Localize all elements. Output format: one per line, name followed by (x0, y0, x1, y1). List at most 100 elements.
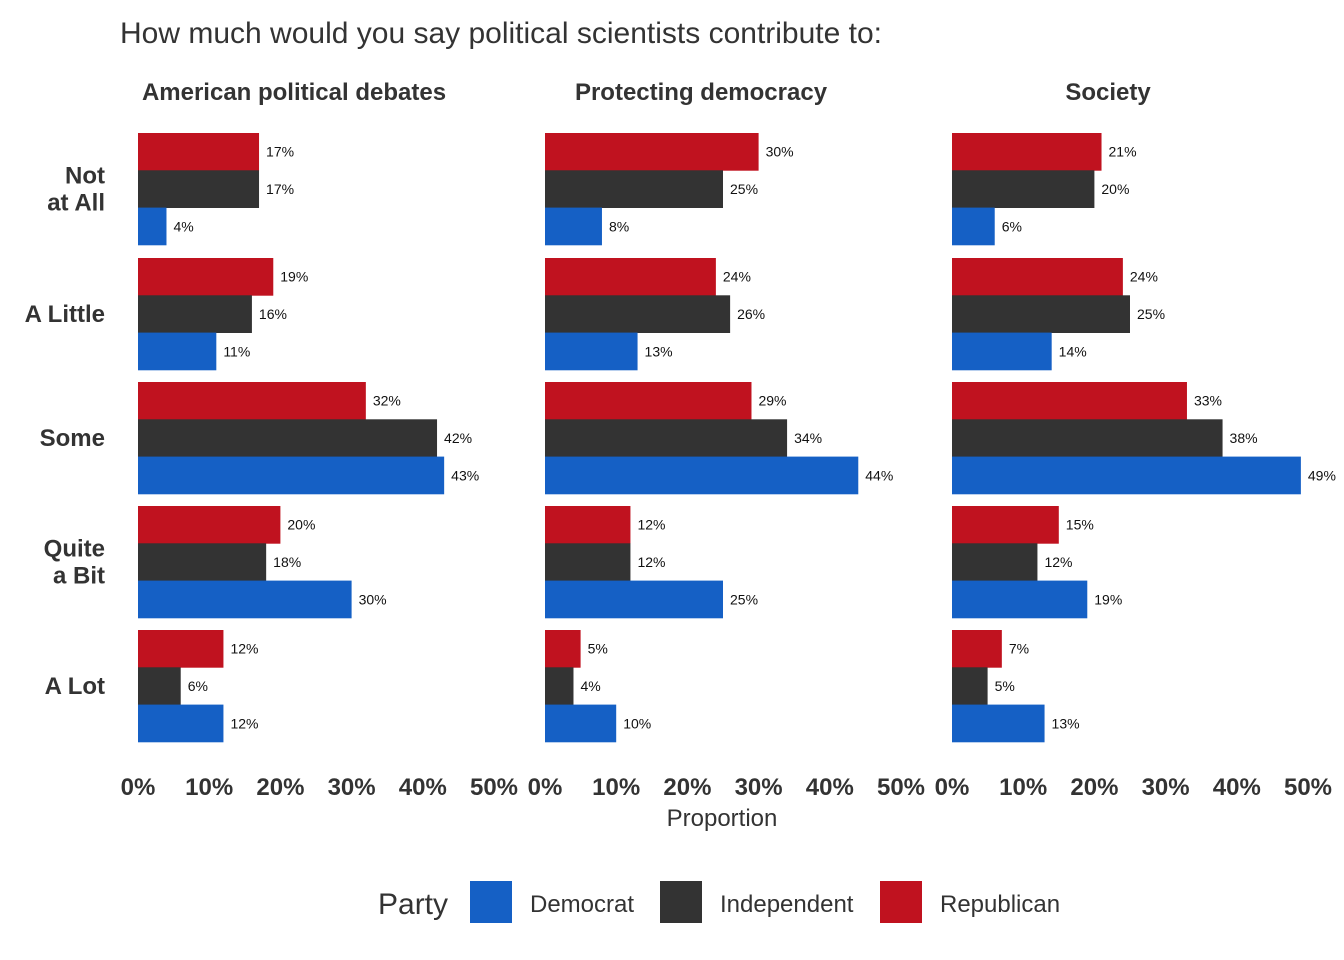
bar-american-political-debates-some-republican (138, 382, 366, 420)
data-label-protecting-democracy-a-lot-republican: 5% (588, 641, 608, 657)
bar-american-political-debates-a-lot-independent (138, 667, 181, 705)
panel-protecting-democracy: Protecting democracy 30% 25% 8% 24% 26% 13% 29%… (528, 79, 925, 801)
bar-society-a-lot-democrat (952, 704, 1045, 743)
x-tick-society-40: 40% (1213, 774, 1261, 801)
legend-key-republican (880, 881, 922, 923)
data-label-society-a-lot-independent: 5% (995, 678, 1015, 694)
bar-society-not-at-all-independent (952, 170, 1095, 208)
data-label-protecting-democracy-a-little-independent: 26% (737, 306, 765, 322)
bar-society-a-little-independent (952, 295, 1130, 333)
data-label-protecting-democracy-a-little-democrat: 13% (645, 343, 673, 359)
legend-key-independent (660, 881, 702, 923)
category-label-a-little: A Little (25, 301, 105, 328)
bar-american-political-debates-some-independent (138, 419, 438, 457)
bar-society-quite-a-bit-independent (952, 543, 1038, 581)
data-label-protecting-democracy-quite-a-bit-independent: 12% (637, 554, 665, 570)
data-label-protecting-democracy-not-at-all-independent: 25% (730, 181, 758, 197)
data-label-american-political-debates-a-little-democrat: 11% (223, 343, 250, 359)
category-label-not-at-all-line-1: Not (65, 162, 105, 189)
data-label-american-political-debates-a-lot-republican: 12% (230, 641, 258, 657)
x-tick-american-political-debates-10: 10% (185, 774, 233, 801)
data-label-protecting-democracy-a-lot-independent: 4% (580, 678, 600, 694)
data-label-protecting-democracy-some-independent: 34% (794, 430, 822, 446)
x-tick-american-political-debates-0: 0% (121, 774, 156, 801)
data-label-protecting-democracy-quite-a-bit-republican: 12% (637, 517, 665, 533)
x-tick-american-political-debates-20: 20% (256, 774, 304, 801)
data-label-protecting-democracy-not-at-all-republican: 30% (766, 144, 794, 160)
legend-label-democrat: Democrat (530, 891, 634, 918)
bar-society-quite-a-bit-republican (952, 506, 1059, 544)
bar-american-political-debates-a-little-independent (138, 295, 252, 333)
bar-society-a-lot-independent (952, 667, 988, 705)
x-tick-protecting-democracy-30: 30% (735, 774, 783, 801)
bar-protecting-democracy-a-little-republican (545, 258, 716, 296)
x-tick-society-10: 10% (999, 774, 1047, 801)
x-tick-protecting-democracy-20: 20% (663, 774, 711, 801)
bar-american-political-debates-quite-a-bit-independent (138, 543, 267, 581)
bar-protecting-democracy-a-lot-republican (545, 630, 581, 668)
bar-protecting-democracy-some-independent (545, 419, 788, 457)
bar-american-political-debates-quite-a-bit-republican (138, 506, 281, 544)
bar-american-political-debates-not-at-all-democrat (138, 207, 167, 246)
data-label-american-political-debates-not-at-all-republican: 17% (266, 144, 294, 160)
bar-american-political-debates-a-little-democrat (138, 332, 217, 371)
x-tick-society-20: 20% (1070, 774, 1118, 801)
bar-society-not-at-all-democrat (952, 207, 995, 246)
x-tick-american-political-debates-30: 30% (328, 774, 376, 801)
x-tick-protecting-democracy-0: 0% (528, 774, 563, 801)
data-label-society-not-at-all-republican: 21% (1109, 144, 1137, 160)
bar-society-some-independent (952, 419, 1223, 457)
bar-protecting-democracy-a-little-independent (545, 295, 731, 333)
bar-protecting-democracy-not-at-all-republican (545, 133, 759, 171)
legend-key-democrat (470, 881, 512, 923)
bar-society-quite-a-bit-democrat (952, 580, 1088, 619)
bar-american-political-debates-some-democrat (138, 456, 445, 495)
data-label-society-not-at-all-independent: 20% (1101, 181, 1129, 197)
data-label-protecting-democracy-quite-a-bit-democrat: 25% (730, 591, 758, 607)
data-label-society-a-lot-democrat: 13% (1052, 715, 1080, 731)
legend-title: Party (378, 888, 448, 921)
x-axis-title: Proportion (667, 805, 778, 832)
data-label-society-not-at-all-democrat: 6% (1002, 218, 1022, 234)
data-label-society-some-republican: 33% (1194, 393, 1222, 409)
chart-title: How much would you say political scienti… (120, 17, 882, 50)
x-tick-society-50: 50% (1284, 774, 1332, 801)
category-label-some: Some (40, 425, 105, 452)
x-tick-protecting-democracy-50: 50% (877, 774, 925, 801)
bar-american-political-debates-a-little-republican (138, 258, 274, 296)
data-label-protecting-democracy-some-republican: 29% (758, 393, 786, 409)
data-label-american-political-debates-a-lot-democrat: 12% (230, 715, 258, 731)
data-label-american-political-debates-quite-a-bit-democrat: 30% (359, 591, 387, 607)
bar-american-political-debates-quite-a-bit-democrat (138, 580, 352, 619)
category-label-not-at-all-line-2: at All (47, 189, 105, 216)
data-label-american-political-debates-some-independent: 42% (444, 430, 472, 446)
data-label-american-political-debates-quite-a-bit-independent: 18% (273, 554, 301, 570)
panel-title-american-political-debates: American political debates (142, 79, 446, 106)
x-tick-protecting-democracy-10: 10% (592, 774, 640, 801)
data-label-protecting-democracy-a-lot-democrat: 10% (623, 715, 651, 731)
data-label-society-a-little-independent: 25% (1137, 306, 1165, 322)
data-label-american-political-debates-a-little-independent: 16% (259, 306, 287, 322)
data-label-protecting-democracy-a-little-republican: 24% (723, 269, 751, 285)
data-label-society-a-little-democrat: 14% (1059, 343, 1087, 359)
data-label-society-quite-a-bit-democrat: 19% (1094, 591, 1122, 607)
category-label-a-lot: A Lot (45, 673, 105, 700)
bar-protecting-democracy-not-at-all-democrat (545, 207, 602, 246)
bar-society-a-little-democrat (952, 332, 1052, 371)
bar-protecting-democracy-a-lot-independent (545, 667, 574, 705)
bar-protecting-democracy-quite-a-bit-democrat (545, 580, 723, 619)
bar-american-political-debates-not-at-all-independent (138, 170, 260, 208)
data-label-american-political-debates-some-republican: 32% (373, 393, 401, 409)
data-label-american-political-debates-some-democrat: 43% (451, 467, 479, 483)
data-label-society-quite-a-bit-independent: 12% (1044, 554, 1072, 570)
panel-title-protecting-democracy: Protecting democracy (575, 79, 828, 106)
data-label-society-some-independent: 38% (1230, 430, 1258, 446)
data-label-american-political-debates-not-at-all-democrat: 4% (173, 218, 193, 234)
data-label-american-political-debates-a-little-republican: 19% (280, 269, 308, 285)
bar-society-a-lot-republican (952, 630, 1002, 668)
x-tick-society-30: 30% (1142, 774, 1190, 801)
bar-protecting-democracy-some-republican (545, 382, 752, 420)
bar-protecting-democracy-not-at-all-independent (545, 170, 723, 208)
bar-society-a-little-republican (952, 258, 1123, 296)
